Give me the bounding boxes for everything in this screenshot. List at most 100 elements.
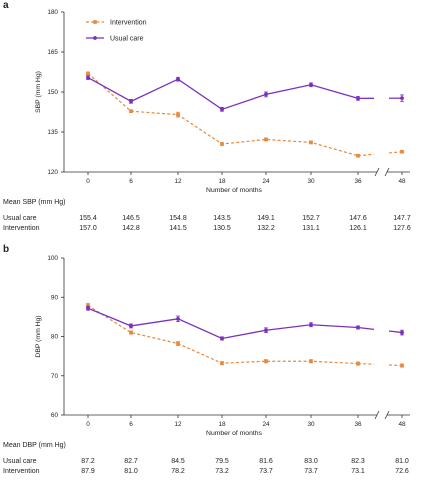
data-point xyxy=(176,316,180,321)
legend-marker xyxy=(93,20,97,24)
table-row-label: Usual care xyxy=(3,215,37,222)
legend-marker xyxy=(93,36,97,40)
x-tick-label: 6 xyxy=(129,421,133,428)
series-usual-care xyxy=(86,305,404,341)
data-point xyxy=(86,303,90,308)
data-point xyxy=(309,359,313,364)
x-tick-label: 12 xyxy=(174,421,182,428)
table-cell: 152.7 xyxy=(302,215,320,222)
table-cell: 147.7 xyxy=(393,215,411,222)
y-tick-label: 180 xyxy=(47,9,58,16)
table-cell: 87.2 xyxy=(81,458,95,465)
series-line-stub-intervention xyxy=(357,153,375,157)
mean-table: Mean DBP (mm Hg) Usual care 87.2 82.7 84.5 79… xyxy=(3,442,409,475)
table-cell: 82.7 xyxy=(124,458,138,465)
axis-break-mark xyxy=(374,167,380,177)
data-point xyxy=(86,306,90,311)
data-point xyxy=(220,142,224,146)
axis-break-mark xyxy=(384,167,390,177)
data-point xyxy=(264,328,268,333)
data-point xyxy=(400,149,404,154)
data-point xyxy=(220,107,224,112)
table-cell: 73.7 xyxy=(304,468,318,475)
series-line-stub-usual-care xyxy=(357,326,375,331)
table-title: Mean DBP (mm Hg) xyxy=(3,442,66,449)
data-point xyxy=(86,71,90,76)
table-title: Mean SBP (mm Hg) xyxy=(3,199,66,206)
table-cell: 131.1 xyxy=(302,225,320,232)
data-point xyxy=(220,336,224,341)
data-point xyxy=(86,75,90,80)
x-tick-label: 30 xyxy=(307,178,315,185)
data-point xyxy=(264,92,268,97)
table-row: Intervention 157.0 142.8 141.5 130.5 132.2 131… xyxy=(3,225,411,232)
table-cell: 84.5 xyxy=(171,458,185,465)
data-point xyxy=(400,330,404,335)
series-line-usual-care xyxy=(87,77,359,111)
data-point xyxy=(176,112,180,117)
table-row: Usual care 87.2 82.7 84.5 79.5 81.6 83.0 82.3 81… xyxy=(3,458,409,465)
x-tick-label: 36 xyxy=(354,178,362,185)
series-line-stub-intervention xyxy=(388,151,403,154)
x-tick-label: 24 xyxy=(262,178,270,185)
panel-a: a 120 135 150 165 180 0 6 12 18 24 30 36 48 Number of … xyxy=(3,0,411,232)
table-cell: 130.5 xyxy=(213,225,231,232)
table-cell: 143.5 xyxy=(213,215,231,222)
panel-b: b 60 70 80 90 100 0 6 12 18 24 30 36 48 Number of mont… xyxy=(3,244,410,475)
table-cell: 147.6 xyxy=(349,215,367,222)
table-cell: 78.2 xyxy=(171,468,185,475)
y-tick-label: 120 xyxy=(47,169,58,176)
series-line-usual-care xyxy=(87,307,359,340)
legend: Intervention Usual care xyxy=(86,20,147,43)
table-cell: 83.0 xyxy=(304,458,318,465)
data-point xyxy=(309,322,313,327)
table-cell: 82.3 xyxy=(351,458,365,465)
table-row-label: Usual care xyxy=(3,458,37,465)
x-axis-title: Number of months xyxy=(206,430,263,437)
data-point xyxy=(176,341,180,346)
y-tick-label: 90 xyxy=(51,294,59,301)
data-point xyxy=(356,96,360,101)
x-tick-label: 6 xyxy=(129,178,133,185)
series-line-intervention xyxy=(87,304,359,365)
data-point xyxy=(129,99,133,104)
series-line-stub-intervention xyxy=(357,362,375,365)
table-cell: 154.8 xyxy=(169,215,187,222)
table-row: Intervention 87.9 81.0 78.2 73.2 73.7 73.7 73.1… xyxy=(3,468,409,475)
legend-label-intervention: Intervention xyxy=(110,20,147,27)
data-point xyxy=(264,137,268,142)
data-point xyxy=(129,324,133,328)
table-cell: 81.0 xyxy=(395,458,409,465)
table-cell: 73.1 xyxy=(351,468,365,475)
table-row-label: Intervention xyxy=(3,225,40,232)
table-cell: 87.9 xyxy=(81,468,95,475)
table-cell: 81.6 xyxy=(259,458,273,465)
table-cell: 126.1 xyxy=(349,225,367,232)
x-tick-label: 24 xyxy=(262,421,270,428)
data-point xyxy=(356,153,360,158)
table-cell: 79.5 xyxy=(215,458,229,465)
x-tick-label: 12 xyxy=(174,178,182,185)
data-point xyxy=(309,140,313,145)
axis-break-mark xyxy=(374,410,380,420)
table-cell: 141.5 xyxy=(169,225,187,232)
panel-letter: b xyxy=(3,244,9,255)
y-tick-label: 150 xyxy=(47,89,58,96)
table-row: Usual care 155.4 146.5 154.8 143.5 149.1 152.7… xyxy=(3,215,411,222)
data-point xyxy=(176,77,180,82)
data-point xyxy=(264,359,268,364)
series-usual-care xyxy=(86,75,404,112)
series-line-stub-usual-care xyxy=(388,330,403,334)
y-tick-label: 100 xyxy=(47,255,58,262)
x-tick-label: 0 xyxy=(86,421,90,428)
y-tick-label: 60 xyxy=(51,412,59,419)
x-tick-label: 0 xyxy=(86,178,90,185)
mean-table: Mean SBP (mm Hg) Usual care 155.4 146.5 154.… xyxy=(3,199,411,232)
legend-label-usual-care: Usual care xyxy=(110,36,144,43)
data-point xyxy=(129,109,133,113)
table-cell: 132.2 xyxy=(257,225,275,232)
table-cell: 149.1 xyxy=(257,215,275,222)
series-intervention xyxy=(86,303,404,368)
x-tick-label: 48 xyxy=(398,421,406,428)
